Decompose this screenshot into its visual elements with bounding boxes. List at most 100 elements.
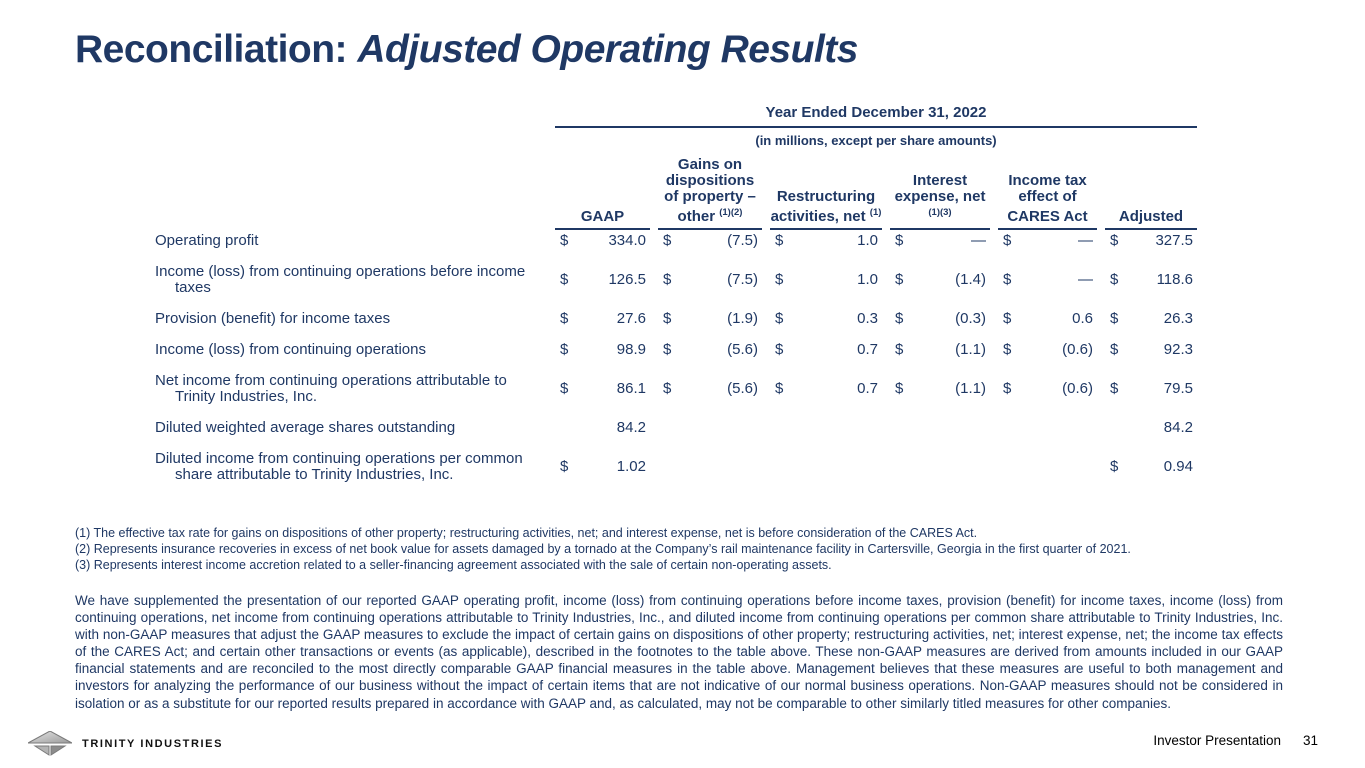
- table-cell: [770, 417, 882, 448]
- table-cell: $0.6: [998, 308, 1097, 339]
- units-note: (in millions, except per share amounts): [755, 133, 997, 148]
- currency-symbol: $: [663, 380, 672, 397]
- currency-symbol: $: [663, 232, 672, 249]
- table-cell: $26.3: [1105, 308, 1197, 339]
- cell-value: 79.5: [1163, 380, 1193, 397]
- table-cell: $118.6: [1105, 261, 1197, 308]
- table-cell: [770, 448, 882, 495]
- table-cell: $ (0.6): [998, 370, 1097, 417]
- table-cell: [890, 448, 990, 495]
- table-cell: [998, 448, 1097, 495]
- table-cell: $ —: [998, 230, 1097, 261]
- table-cell: $0.94: [1105, 448, 1197, 495]
- currency-symbol: $: [1110, 310, 1119, 327]
- currency-symbol: $: [895, 341, 904, 358]
- currency-symbol: $: [1003, 271, 1012, 288]
- cell-value: (1.4): [955, 271, 986, 288]
- table-cell: $ (1.1): [890, 339, 990, 370]
- row-label: Net income from continuing operations at…: [155, 372, 507, 405]
- cell-value: (0.6): [1062, 341, 1093, 358]
- currency-symbol: $: [1110, 341, 1119, 358]
- currency-symbol: $: [1110, 380, 1119, 397]
- table-row: Diluted weighted average shares outstand…: [155, 417, 1197, 448]
- table-cell: [890, 417, 990, 448]
- cell-value: (0.6): [1062, 380, 1093, 397]
- currency-symbol: $: [560, 380, 569, 397]
- slide-title: Reconciliation: Adjusted Operating Resul…: [75, 28, 858, 72]
- column-header-restructuring: Restructuring activities, net (1): [770, 149, 882, 230]
- body-paragraph: We have supplemented the presentation of…: [75, 593, 1283, 711]
- table-cell: $ —: [890, 230, 990, 261]
- footer-label: Investor Presentation: [1153, 733, 1281, 748]
- column-header-cares-act: Income tax effect of CARES Act: [998, 149, 1097, 230]
- table-cell: $27.6: [555, 308, 650, 339]
- cell-value: (5.6): [727, 380, 758, 397]
- row-label: Provision (benefit) for income taxes: [155, 310, 391, 327]
- cell-value: 98.9: [616, 341, 646, 358]
- currency-symbol: $: [560, 458, 569, 475]
- cell-value: 118.6: [1156, 271, 1193, 288]
- footer-logo: TRINITY INDUSTRIES: [27, 730, 223, 757]
- table-row: Income (loss) from continuing operations…: [155, 261, 1197, 308]
- page-number: 31: [1302, 733, 1318, 748]
- table-cell: $79.5: [1105, 370, 1197, 417]
- cell-value: (1.1): [955, 341, 986, 358]
- table-cell: 84.2: [555, 417, 650, 448]
- currency-symbol: $: [663, 271, 672, 288]
- column-header-gaap: GAAP: [555, 149, 650, 230]
- trinity-logo-icon: [27, 730, 73, 757]
- table-cell: $ (0.6): [998, 339, 1097, 370]
- currency-symbol: $: [560, 232, 569, 249]
- table-cell: $ —: [998, 261, 1097, 308]
- table-cell: [658, 448, 762, 495]
- currency-symbol: $: [1003, 232, 1012, 249]
- footer-right: Investor Presentation 31: [1153, 733, 1318, 748]
- row-label: Income (loss) from continuing operations: [155, 341, 426, 358]
- row-label: Diluted income from continuing operation…: [155, 450, 523, 483]
- cell-value: —: [1078, 232, 1093, 249]
- table-cell: $86.1: [555, 370, 650, 417]
- table-cell: $126.5: [555, 261, 650, 308]
- table-cell: $ (1.4): [890, 261, 990, 308]
- cell-value: 84.2: [616, 419, 646, 436]
- table-cell: $1.02: [555, 448, 650, 495]
- slide-title-prefix: Reconciliation:: [75, 28, 348, 71]
- table-cell: $98.9: [555, 339, 650, 370]
- column-header-interest-expense: Interest expense, net (1)(3): [890, 149, 990, 230]
- cell-value: (0.3): [955, 310, 986, 327]
- cell-value: 86.1: [616, 380, 646, 397]
- cell-value: 1.0: [857, 271, 878, 288]
- table-cell: $92.3: [1105, 339, 1197, 370]
- currency-symbol: $: [1110, 458, 1119, 475]
- table-cell: [658, 417, 762, 448]
- table-cell: $ (5.6): [658, 339, 762, 370]
- currency-symbol: $: [775, 271, 784, 288]
- table-cell: $ (1.1): [890, 370, 990, 417]
- table-cell: $334.0: [555, 230, 650, 261]
- currency-symbol: $: [895, 380, 904, 397]
- table-cell: $ (7.5): [658, 230, 762, 261]
- table-cell: $ (5.6): [658, 370, 762, 417]
- cell-value: 0.94: [1163, 458, 1193, 475]
- currency-symbol: $: [1110, 232, 1119, 249]
- cell-value: (1.1): [955, 380, 986, 397]
- currency-symbol: $: [775, 380, 784, 397]
- table-cell: $1.0: [770, 261, 882, 308]
- currency-symbol: $: [895, 271, 904, 288]
- table-cell: $ (0.3): [890, 308, 990, 339]
- table-cell: $ (1.9): [658, 308, 762, 339]
- slide-title-emphasis: Adjusted Operating Results: [357, 28, 858, 71]
- currency-symbol: $: [775, 341, 784, 358]
- table-cell: $0.7: [770, 370, 882, 417]
- row-label: Operating profit: [155, 232, 259, 249]
- row-label: Income (loss) from continuing operations…: [155, 263, 526, 296]
- currency-symbol: $: [775, 232, 784, 249]
- cell-value: 0.6: [1072, 310, 1093, 327]
- table-cell: $0.3: [770, 308, 882, 339]
- cell-value: 0.3: [857, 310, 878, 327]
- footnote: (3) Represents interest income accretion…: [75, 558, 832, 573]
- cell-value: (7.5): [727, 271, 758, 288]
- cell-value: —: [1078, 271, 1093, 288]
- currency-symbol: $: [663, 310, 672, 327]
